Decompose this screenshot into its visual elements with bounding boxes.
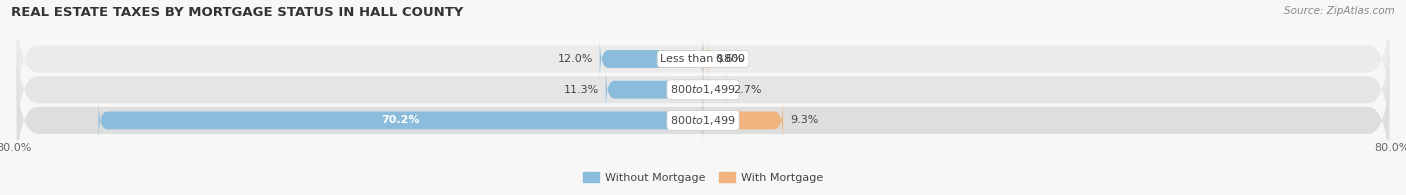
FancyBboxPatch shape	[98, 99, 703, 142]
FancyBboxPatch shape	[599, 37, 703, 81]
FancyBboxPatch shape	[703, 68, 727, 112]
FancyBboxPatch shape	[17, 57, 1389, 184]
FancyBboxPatch shape	[17, 26, 1389, 153]
Text: Source: ZipAtlas.com: Source: ZipAtlas.com	[1284, 6, 1395, 16]
Text: 11.3%: 11.3%	[564, 85, 599, 95]
Text: 9.3%: 9.3%	[790, 115, 818, 125]
Text: REAL ESTATE TAXES BY MORTGAGE STATUS IN HALL COUNTY: REAL ESTATE TAXES BY MORTGAGE STATUS IN …	[11, 6, 464, 19]
FancyBboxPatch shape	[700, 37, 711, 81]
Text: 70.2%: 70.2%	[381, 115, 420, 125]
Text: 0.6%: 0.6%	[716, 54, 744, 64]
Text: $800 to $1,499: $800 to $1,499	[671, 83, 735, 96]
Legend: Without Mortgage, With Mortgage: Without Mortgage, With Mortgage	[578, 168, 828, 188]
FancyBboxPatch shape	[703, 99, 783, 142]
FancyBboxPatch shape	[17, 0, 1389, 122]
Text: Less than $800: Less than $800	[661, 54, 745, 64]
FancyBboxPatch shape	[606, 68, 703, 112]
Text: 12.0%: 12.0%	[557, 54, 593, 64]
Text: 2.7%: 2.7%	[733, 85, 762, 95]
Text: $800 to $1,499: $800 to $1,499	[671, 114, 735, 127]
